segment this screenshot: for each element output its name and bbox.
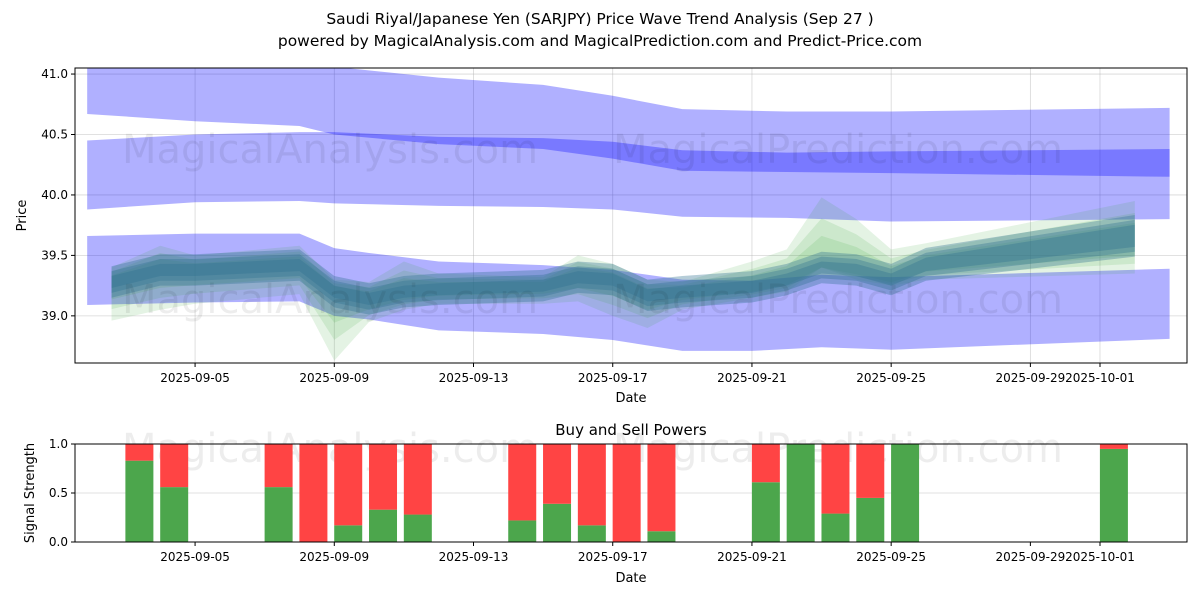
- x-axis-label: Date: [615, 391, 646, 406]
- buy-bar: [891, 444, 920, 542]
- buy-bar: [577, 525, 606, 542]
- x-tick-label: 2025-09-13: [439, 371, 509, 385]
- sell-bar: [612, 444, 641, 542]
- bar-chart-title: Buy and Sell Powers: [555, 421, 707, 439]
- buy-bar: [125, 460, 154, 542]
- y-tick-label: 40.5: [41, 127, 68, 141]
- sell-bar: [508, 444, 537, 521]
- buy-bar: [1099, 448, 1128, 542]
- price-cluster-1: [111, 219, 1135, 310]
- buy-bar: [821, 513, 850, 542]
- x-tick-label: 2025-09-05: [160, 371, 230, 385]
- x-tick-label: 2025-09-25: [856, 371, 926, 385]
- y-axis-label: Price: [15, 200, 30, 232]
- buy-bar: [856, 497, 885, 542]
- plot-area: [87, 68, 1170, 361]
- sell-bar: [299, 444, 328, 542]
- y-tick-label: 41.0: [41, 67, 68, 81]
- x-tick-label: 2025-09-09: [299, 550, 369, 564]
- chart-subtitle: powered by MagicalAnalysis.com and Magic…: [277, 32, 923, 50]
- sell-bar: [821, 444, 850, 514]
- sell-bar: [403, 444, 432, 515]
- x-tick-label: 2025-09-09: [299, 371, 369, 385]
- upper-band: [87, 68, 1170, 177]
- x-tick-label: 2025-09-29: [996, 371, 1066, 385]
- sell-bar: [160, 444, 189, 488]
- sell-bar: [1099, 444, 1128, 449]
- buy-bar: [543, 503, 572, 542]
- chart-title: Saudi Riyal/Japanese Yen (SARJPY) Price …: [326, 10, 874, 28]
- x-tick-label: 2025-10-01: [1065, 371, 1135, 385]
- x-tick-label: 2025-09-13: [439, 550, 509, 564]
- sell-bar: [369, 444, 398, 510]
- x-tick-label: 2025-09-21: [717, 371, 787, 385]
- buy-bar: [647, 531, 676, 542]
- watermark-text: MagicalAnalysis.com: [122, 127, 538, 173]
- y-tick-label: 39.5: [41, 248, 68, 262]
- watermark-text: MagicalPrediction.com: [613, 127, 1063, 173]
- sell-bar: [264, 444, 293, 488]
- sell-bar: [543, 444, 572, 504]
- sell-bar: [577, 444, 606, 526]
- forecast-envelope-2: [111, 222, 1135, 323]
- lower-band: [87, 233, 1170, 351]
- y-tick-label: 39.0: [41, 309, 68, 323]
- forecast-envelope-1: [111, 212, 1135, 340]
- buy-bar: [508, 520, 537, 542]
- x-tick-label: 2025-09-05: [160, 550, 230, 564]
- price-cluster-0: [111, 215, 1135, 315]
- sell-bar: [751, 444, 780, 483]
- watermark-text: MagicalAnalysis.com: [122, 277, 538, 323]
- y-axis-label: Signal Strength: [23, 443, 38, 543]
- middle-band: [87, 132, 1170, 222]
- buy-bar: [264, 487, 293, 542]
- buy-bar: [160, 487, 189, 542]
- sell-bar: [647, 444, 676, 532]
- x-axis-label: Date: [615, 571, 646, 586]
- sell-bar: [125, 444, 154, 461]
- price-cluster-2: [111, 224, 1135, 305]
- bar-plot-frame: [74, 443, 1188, 543]
- x-tick-label: 2025-09-25: [856, 550, 926, 564]
- y-tick-label: 0.0: [49, 535, 68, 549]
- watermark-text: MagicalPrediction.com: [613, 277, 1063, 323]
- x-tick-label: 2025-10-01: [1065, 550, 1135, 564]
- y-tick-label: 0.5: [49, 486, 68, 500]
- x-tick-label: 2025-09-21: [717, 550, 787, 564]
- sell-bar: [334, 444, 363, 526]
- buy-bar: [403, 514, 432, 542]
- sell-bar: [856, 444, 885, 498]
- plot-frame: [74, 67, 1188, 364]
- x-tick-label: 2025-09-17: [578, 550, 648, 564]
- watermark-text: MagicalAnalysis.com: [122, 426, 538, 472]
- x-tick-label: 2025-09-17: [578, 371, 648, 385]
- buy-bar: [751, 482, 780, 542]
- x-tick-label: 2025-09-29: [996, 550, 1066, 564]
- y-tick-label: 1.0: [49, 437, 68, 451]
- buy-bar: [786, 444, 815, 542]
- y-tick-label: 40.0: [41, 188, 68, 202]
- buy-bar: [334, 525, 363, 542]
- buy-bar: [369, 509, 398, 542]
- forecast-envelope-0: [111, 197, 1135, 361]
